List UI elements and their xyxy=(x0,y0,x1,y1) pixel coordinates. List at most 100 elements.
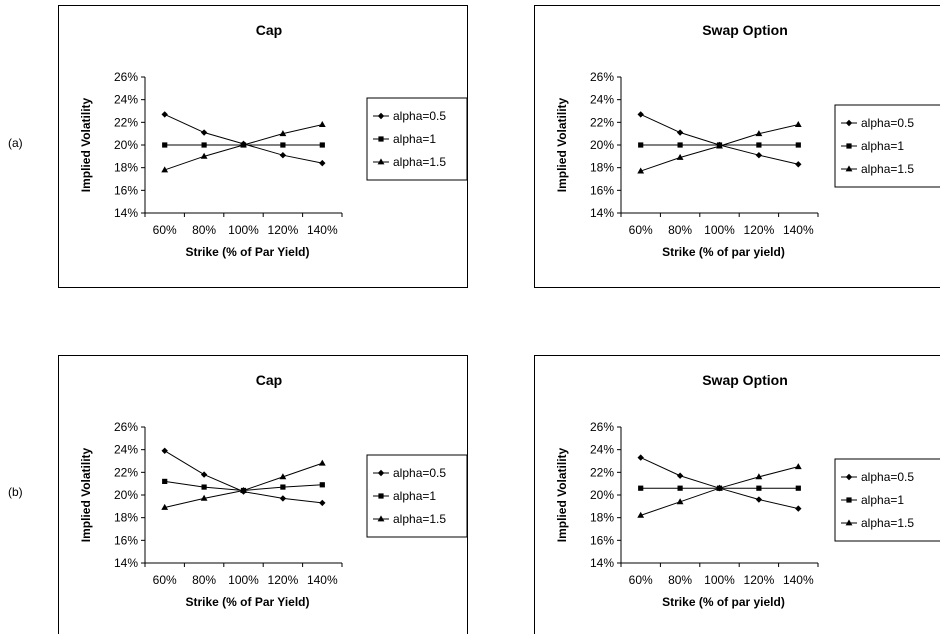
legend-marker xyxy=(377,515,385,522)
data-point-alpha=1.5 xyxy=(161,166,169,173)
y-tick-label: 16% xyxy=(114,533,138,547)
data-point-alpha=0.5 xyxy=(200,471,208,478)
data-point-alpha=0.5 xyxy=(676,472,684,479)
x-tick-label: 80% xyxy=(668,573,692,587)
y-tick-label: 24% xyxy=(114,93,138,107)
y-tick-label: 14% xyxy=(590,206,614,220)
chart-panel-a-cap: Cap 14% 16% 18% 20% 22% 24% 26% 60% 80% 100% 120% 14… xyxy=(58,5,468,288)
data-point-alpha=1 xyxy=(162,142,168,148)
series-line-alpha=0.5 xyxy=(640,113,799,165)
chart-panel-a-swap-option: Swap Option 14% 16% 18% 20% 22% 24% 26% 60% 80% 10… xyxy=(534,5,940,288)
data-point-alpha=1.5 xyxy=(161,503,169,510)
y-tick-label: 24% xyxy=(590,93,614,107)
chart-b-swap-option: Swap Option 14% 16% 18% 20% 22% 24% 26% 60% 80% 10… xyxy=(555,372,940,609)
legend-marker xyxy=(378,136,384,142)
legend-marker xyxy=(845,119,853,127)
x-tick-label: 140% xyxy=(307,573,338,587)
chart-panel-b-cap: Cap 14% 16% 18% 20% 22% 24% 26% 60% 80% 100% 120% 14… xyxy=(58,355,468,634)
data-point-alpha=0.5 xyxy=(161,111,168,118)
data-point-alpha=0.5 xyxy=(200,129,208,136)
y-tick-label: 20% xyxy=(114,138,138,152)
chart-a-cap: Cap 14% 16% 18% 20% 22% 24% 26% 60% 80% 100% 120% 14… xyxy=(79,22,468,259)
data-point-alpha=1 xyxy=(756,485,762,491)
x-axis-label: Strike (% of par yield) xyxy=(662,245,785,259)
y-tick-label: 16% xyxy=(114,183,138,197)
data-point-alpha=1 xyxy=(677,485,683,491)
chart-title: Swap Option xyxy=(702,372,788,388)
data-point-alpha=0.5 xyxy=(795,505,802,512)
legend-label: alpha=0.5 xyxy=(393,466,446,480)
data-point-alpha=1.5 xyxy=(240,486,247,493)
data-point-alpha=0.5 xyxy=(795,161,802,168)
y-tick-label: 20% xyxy=(590,138,614,152)
data-point-alpha=1 xyxy=(795,485,801,491)
y-tick-label: 22% xyxy=(114,115,138,129)
legend-label: alpha=1 xyxy=(393,132,436,146)
series-line-alpha=0.5 xyxy=(164,113,323,164)
data-point-alpha=1.5 xyxy=(200,152,208,159)
x-tick-label: 80% xyxy=(668,223,692,237)
data-point-alpha=0.5 xyxy=(319,159,326,167)
chart-title: Cap xyxy=(256,372,282,388)
legend-box xyxy=(834,458,940,542)
series-line-alpha=0.5 xyxy=(640,457,799,510)
legend-marker xyxy=(845,165,853,172)
y-tick-label: 22% xyxy=(114,465,138,479)
legend-label: alpha=1 xyxy=(861,139,904,153)
x-tick-label: 100% xyxy=(704,573,735,587)
chart-panel-b-swap-option: Swap Option 14% 16% 18% 20% 22% 24% 26% 60% 80% 10… xyxy=(534,355,940,634)
data-point-alpha=1 xyxy=(795,142,801,148)
data-point-alpha=1 xyxy=(638,142,644,148)
data-point-alpha=1.5 xyxy=(794,463,802,470)
y-tick-label: 22% xyxy=(590,115,614,129)
legend-label: alpha=1.5 xyxy=(393,512,446,526)
data-point-alpha=0.5 xyxy=(637,111,644,118)
x-tick-label: 80% xyxy=(192,573,216,587)
legend-marker xyxy=(846,143,852,149)
data-point-alpha=1 xyxy=(201,142,207,148)
y-tick-label: 20% xyxy=(590,488,614,502)
y-axis-label: Implied Volatility xyxy=(555,97,569,192)
x-axis-label: Strike (% of Par Yield) xyxy=(185,595,309,609)
data-point-alpha=1.5 xyxy=(318,121,326,127)
y-tick-label: 16% xyxy=(590,183,614,197)
data-point-alpha=1 xyxy=(319,482,325,488)
data-point-alpha=0.5 xyxy=(676,129,684,136)
legend-label: alpha=1.5 xyxy=(861,516,914,530)
data-point-alpha=1.5 xyxy=(637,511,645,518)
x-tick-label: 120% xyxy=(744,573,775,587)
y-tick-label: 18% xyxy=(114,511,138,525)
data-point-alpha=1 xyxy=(638,485,644,491)
x-axis-label: Strike (% of par yield) xyxy=(662,595,785,609)
y-tick-label: 14% xyxy=(114,206,138,220)
legend-label: alpha=1.5 xyxy=(861,162,914,176)
data-point-alpha=1.5 xyxy=(200,494,208,501)
y-tick-label: 14% xyxy=(114,556,138,570)
series-line-alpha=0.5 xyxy=(164,450,323,504)
legend-marker xyxy=(377,112,385,120)
legend-label: alpha=0.5 xyxy=(861,116,914,130)
x-tick-label: 120% xyxy=(268,573,299,587)
x-tick-label: 60% xyxy=(153,223,177,237)
legend-marker xyxy=(846,497,852,503)
data-point-alpha=1 xyxy=(756,142,762,148)
y-tick-label: 26% xyxy=(590,70,614,84)
x-tick-label: 100% xyxy=(704,223,735,237)
x-axis-label: Strike (% of Par Yield) xyxy=(185,245,309,259)
data-point-alpha=1.5 xyxy=(794,121,802,127)
y-tick-label: 18% xyxy=(590,161,614,175)
data-point-alpha=1.5 xyxy=(318,459,326,466)
data-point-alpha=0.5 xyxy=(279,495,287,502)
data-point-alpha=1 xyxy=(677,142,683,148)
data-point-alpha=0.5 xyxy=(755,496,763,503)
chart-a-swap-option: Swap Option 14% 16% 18% 20% 22% 24% 26% 60% 80% 10… xyxy=(555,22,940,259)
chart-b-cap: Cap 14% 16% 18% 20% 22% 24% 26% 60% 80% 100% 120% 14… xyxy=(79,372,468,609)
row-label-b: (b) xyxy=(8,485,23,499)
chart-title: Cap xyxy=(256,22,282,38)
x-tick-label: 140% xyxy=(783,573,814,587)
x-tick-label: 120% xyxy=(268,223,299,237)
y-tick-label: 24% xyxy=(114,443,138,457)
chart-title: Swap Option xyxy=(702,22,788,38)
legend-label: alpha=1 xyxy=(393,489,436,503)
data-point-alpha=1 xyxy=(201,484,207,490)
